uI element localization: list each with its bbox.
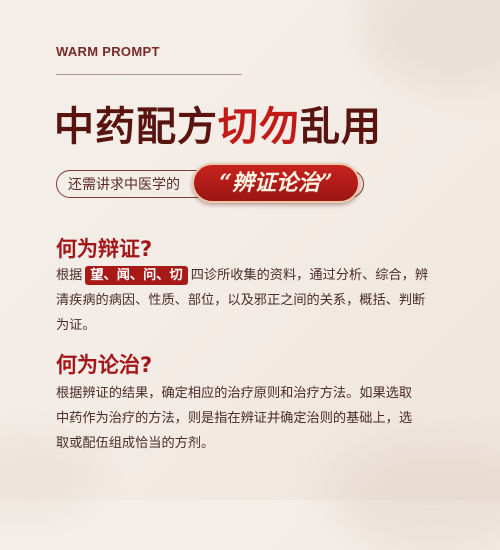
- warm-prompt-label: WARM PROMPT: [56, 44, 160, 59]
- section-body-treatment: 根据辨证的结果，确定相应的治疗原则和治疗方法。如果选取 中药作为治疗的方法，则是…: [56, 381, 446, 456]
- highlight-badge: 望、闻、问、切: [85, 266, 188, 285]
- subtitle-badge-text: “辨证论治”: [219, 170, 333, 196]
- section-body-diagnosis: 根据 望、闻、问、切 四诊所收集的资料，通过分析、综合，辨 清疾病的病因、性质、部位…: [56, 263, 446, 338]
- headline-part-2: 切勿: [218, 103, 300, 150]
- paragraph-line: 为证。: [56, 318, 96, 333]
- subtitle-badge: [192, 163, 360, 203]
- paragraph-line: 中药作为治疗的方法，则是指在辨证并确定治则的基础上，选: [56, 411, 413, 426]
- subtitle-prefix: 还需讲求中医学的: [68, 177, 180, 193]
- headline: 中药配方切勿乱用: [54, 100, 454, 154]
- paragraph-line: 取或配伍组成恰当的方剂。: [56, 436, 215, 451]
- paragraph-text: 四诊所收集的资料，通过分析、综合，辨: [190, 268, 429, 283]
- background-shadow: [330, 440, 500, 550]
- paragraph-text: 根据: [56, 268, 83, 283]
- headline-part-1: 中药配方: [54, 103, 218, 150]
- divider: [56, 74, 242, 75]
- headline-part-3: 乱用: [300, 103, 382, 150]
- background-shadow: [360, 0, 500, 90]
- section-title-diagnosis: 何为辩证?: [56, 237, 153, 261]
- paragraph-line: 根据 望、闻、问、切 四诊所收集的资料，通过分析、综合，辨: [56, 263, 446, 288]
- section-title-treatment: 何为论治?: [56, 353, 153, 377]
- paragraph-line: 根据辨证的结果，确定相应的治疗原则和治疗方法。如果选取: [56, 386, 413, 401]
- paragraph-line: 清疾病的病因、性质、部位，以及邪正之间的关系，概括、判断: [56, 293, 426, 308]
